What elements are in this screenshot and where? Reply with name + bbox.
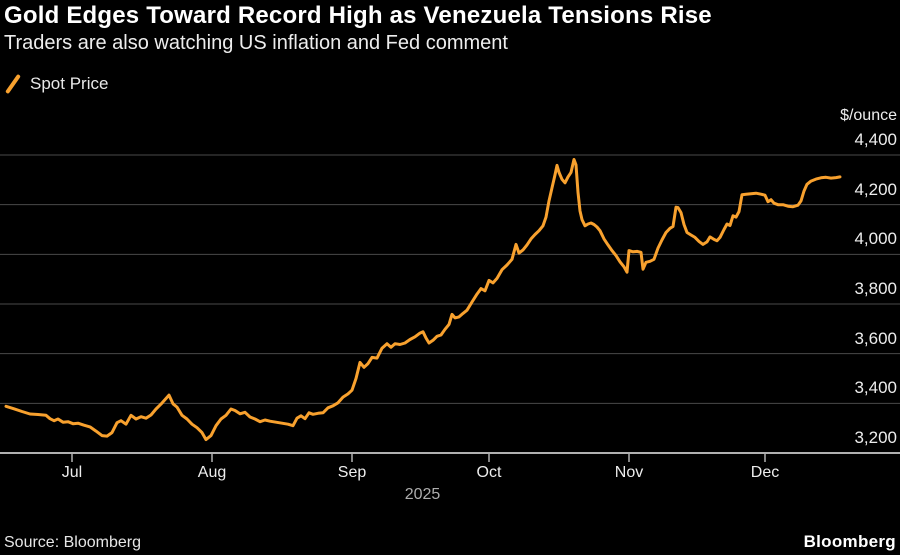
x-tick-aug: Aug [197, 464, 227, 481]
y-tick-4200: 4,200 [854, 179, 897, 199]
spot-price-line-icon [5, 73, 21, 95]
x-tick-dec: Dec [750, 464, 780, 481]
y-tick-4400: 4,400 [854, 130, 897, 149]
y-tick-3400: 3,400 [854, 378, 897, 398]
legend: Spot Price [4, 73, 108, 95]
x-tick-sep: Sep [337, 464, 367, 481]
y-tick-3200: 3,200 [854, 428, 897, 447]
spot-price-line [4, 158, 842, 442]
x-axis-year-label: 2025 [404, 486, 441, 503]
y-tick-4000: 4,000 [854, 229, 897, 249]
bloomberg-logo: Bloomberg [803, 532, 896, 551]
x-tick-oct: Oct [476, 464, 502, 481]
x-tick-jul: Jul [61, 464, 83, 481]
y-tick-3800: 3,800 [854, 279, 897, 298]
chart-subtitle: Traders are also watching US inflation a… [4, 32, 508, 54]
x-tick-nov: Nov [614, 464, 644, 481]
source-credit: Source: Bloomberg [4, 534, 141, 551]
y-axis-unit-label: $/ounce [840, 107, 897, 124]
legend-label: Spot Price [30, 74, 109, 93]
y-tick-3600: 3,600 [854, 328, 897, 348]
chart-title: Gold Edges Toward Record High as Venezue… [4, 2, 712, 29]
